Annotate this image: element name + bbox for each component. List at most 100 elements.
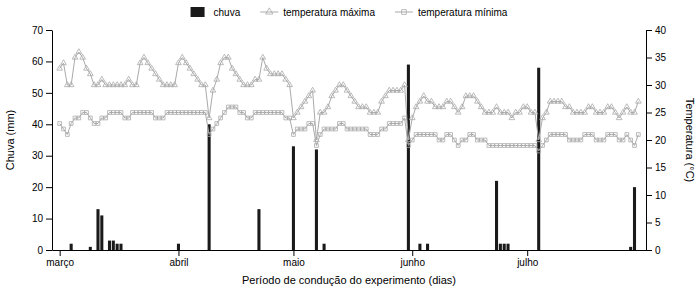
y-axis-tick-label: 30: [32, 150, 44, 161]
x-axis-title: Período de condução do experimento (dias…: [242, 274, 456, 286]
x-axis-tick-mark: [527, 250, 528, 256]
y2-axis-tick-mark: [646, 223, 652, 224]
marker: [613, 133, 617, 137]
bar: [453, 250, 456, 251]
y-axis-tick: 60: [32, 56, 52, 67]
marker: [104, 116, 108, 120]
bar: [484, 250, 487, 251]
marker: [601, 109, 607, 114]
bar: [587, 250, 590, 251]
marker: [625, 133, 629, 137]
y-axis-line: [52, 31, 53, 251]
bar: [177, 244, 180, 250]
marker: [349, 127, 353, 131]
y2-axis-tick: 25: [646, 107, 667, 118]
marker: [96, 122, 100, 126]
bar: [549, 250, 552, 251]
bar: [284, 250, 287, 251]
marker: [629, 138, 633, 142]
marker: [207, 133, 211, 137]
marker: [437, 138, 441, 142]
legend-swatch: [260, 12, 278, 13]
y2-axis-tick-mark: [646, 85, 652, 86]
bar: [330, 250, 333, 251]
y-axis-tick: 0: [37, 245, 52, 256]
marker: [418, 133, 422, 137]
marker: [509, 115, 515, 120]
marker: [329, 93, 335, 98]
bar: [610, 250, 613, 251]
marker: [299, 127, 303, 131]
bar: [357, 250, 360, 251]
bar: [591, 250, 594, 251]
marker: [260, 54, 266, 59]
x-axis: marçoabrilmaiojunhojulho: [46, 250, 646, 268]
y-axis-tick-label: 40: [32, 119, 44, 130]
marker: [448, 98, 454, 103]
marker: [395, 122, 399, 126]
bar: [223, 250, 226, 251]
marker: [533, 144, 537, 148]
marker: [609, 104, 615, 109]
marker: [440, 104, 446, 109]
marker: [541, 144, 545, 148]
marker: [587, 133, 591, 137]
bar: [334, 250, 337, 251]
bar: [407, 65, 410, 250]
legend: chuvatemperatura máximatemperatura mínim…: [191, 7, 508, 18]
y2-axis: 0510152025303540: [646, 25, 667, 256]
marker: [100, 116, 104, 120]
bar: [434, 250, 437, 251]
bar: [73, 250, 76, 251]
marker: [272, 111, 276, 115]
bar: [346, 250, 349, 251]
marker: [582, 109, 588, 114]
marker: [58, 122, 62, 126]
bar: [123, 250, 126, 251]
x-axis-tick-mark: [60, 250, 61, 256]
marker: [364, 127, 368, 131]
y2-axis-tick-mark: [646, 113, 652, 114]
marker: [491, 144, 495, 148]
y2-axis-tick-label: 15: [655, 162, 667, 173]
y-axis-tick: 40: [32, 119, 52, 130]
marker: [326, 127, 330, 131]
bar: [319, 250, 322, 251]
bar: [403, 250, 406, 251]
marker: [452, 104, 458, 109]
marker: [315, 144, 319, 148]
marker: [426, 133, 430, 137]
marker: [234, 105, 238, 109]
bar: [169, 250, 172, 251]
legend-swatch: [191, 7, 205, 17]
marker: [345, 127, 349, 131]
x-axis-tick-label: julho: [516, 257, 539, 268]
bar: [575, 250, 578, 251]
bar: [426, 244, 429, 250]
marker: [322, 127, 326, 131]
bar: [598, 250, 601, 251]
marker: [126, 76, 132, 81]
bar: [162, 250, 165, 251]
marker: [253, 111, 257, 115]
bar: [254, 250, 257, 251]
marker: [127, 116, 131, 120]
bar: [353, 250, 356, 251]
marker: [73, 116, 77, 120]
bar: [468, 250, 471, 251]
marker: [399, 122, 403, 126]
marker: [145, 60, 151, 65]
bar: [165, 250, 168, 251]
bar: [280, 250, 283, 251]
marker: [552, 133, 556, 137]
marker: [544, 138, 548, 142]
marker: [237, 76, 243, 81]
marker: [310, 87, 316, 92]
bar: [430, 250, 433, 251]
marker: [610, 133, 614, 137]
y-axis-tick-mark: [46, 156, 52, 157]
bar: [62, 250, 65, 251]
bar: [533, 250, 536, 251]
marker: [284, 116, 288, 120]
marker: [602, 138, 606, 142]
